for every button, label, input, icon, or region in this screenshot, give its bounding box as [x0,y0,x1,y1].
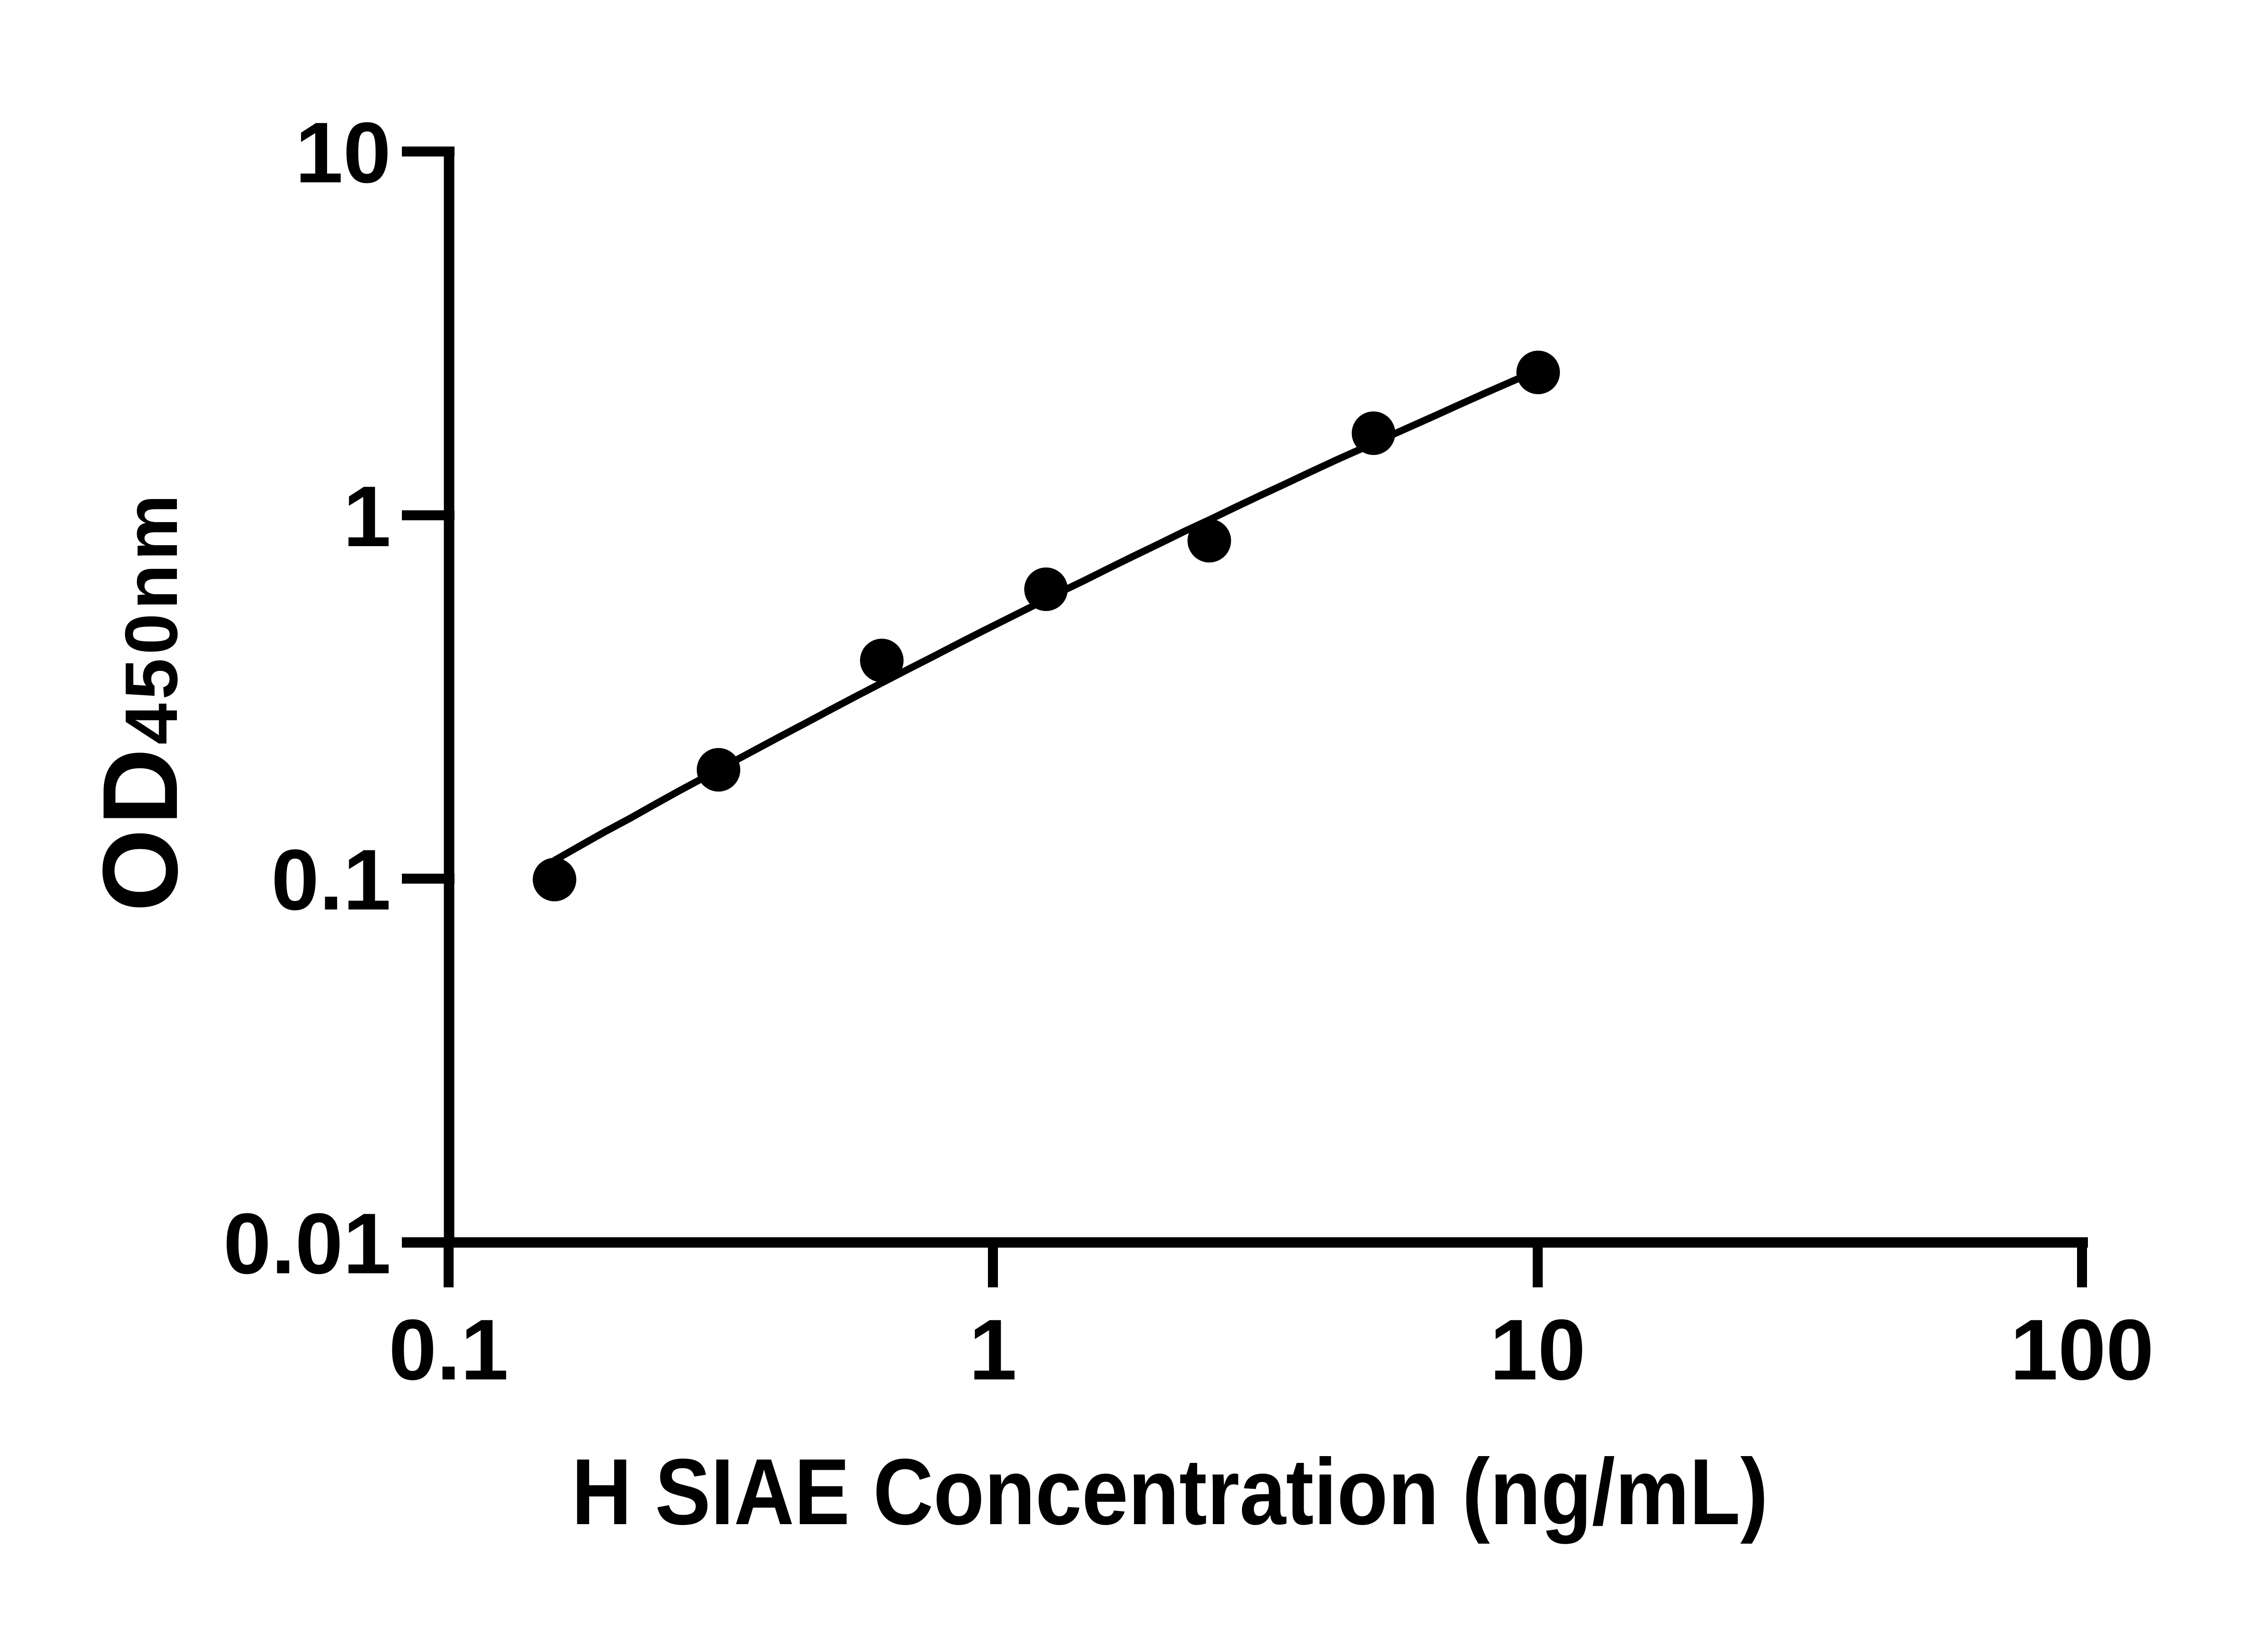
svg-text:0.1: 0.1 [389,1302,508,1398]
svg-text:1: 1 [969,1302,1017,1398]
svg-text:10: 10 [1490,1302,1585,1398]
svg-text:10: 10 [295,105,391,201]
svg-text:100: 100 [2010,1302,2154,1398]
svg-text:1: 1 [343,469,391,565]
svg-text:0.01: 0.01 [223,1196,391,1292]
svg-text:H SIAE Concentration (ng/mL): H SIAE Concentration (ng/mL) [572,1439,1768,1544]
svg-text:0.1: 0.1 [271,832,391,928]
